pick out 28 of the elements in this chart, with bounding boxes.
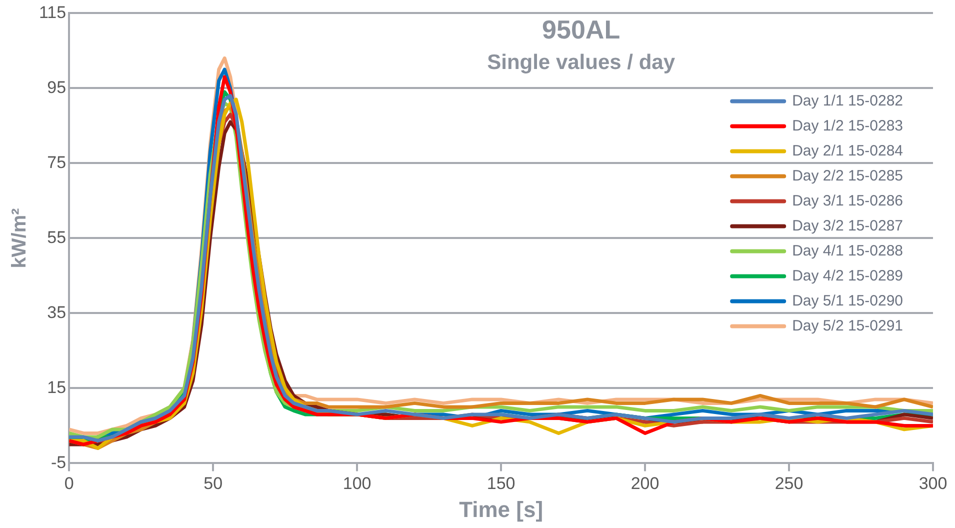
legend-label: Day 3/1 15-0286 xyxy=(792,192,904,210)
y-tick-label: 115 xyxy=(38,2,66,22)
y-tick-label: 55 xyxy=(47,228,66,247)
y-tick-label: 35 xyxy=(47,302,66,322)
legend-label: Day 1/1 15-0282 xyxy=(792,92,904,110)
text: Single values / day xyxy=(487,50,676,74)
legend-label: Day 5/1 15-0290 xyxy=(792,292,904,310)
y-tick-label: 15 xyxy=(47,378,66,397)
x-tick-label: 300 xyxy=(918,474,948,494)
y-tick-label: 75 xyxy=(47,152,66,172)
chart-title: 950AL xyxy=(542,14,620,44)
y-tick-label: 95 xyxy=(47,78,66,97)
legend-label: Day 2/2 15-0285 xyxy=(792,167,904,184)
x-tick-label: 200 xyxy=(630,474,660,494)
x-tick-label: 150 xyxy=(486,474,516,494)
legend-label: Day 1/2 15-0283 xyxy=(792,117,904,134)
legend-label: Day 3/2 15-0287 xyxy=(792,217,904,234)
x-axis-title: Time [s] xyxy=(459,496,544,522)
x-tick-label: 100 xyxy=(342,474,372,494)
legend-label: Day 2/1 15-0284 xyxy=(792,142,904,160)
x-tick-label: 250 xyxy=(774,474,804,494)
legend-label: Day 4/2 15-0289 xyxy=(792,267,904,284)
y-tick-label: -5 xyxy=(50,452,66,472)
legend-label: Day 4/1 15-0288 xyxy=(792,242,904,260)
legend-label: Day 5/2 15-0291 xyxy=(792,317,904,334)
x-tick-label: 50 xyxy=(204,474,223,494)
y-axis-title: kW/m² xyxy=(8,208,31,268)
x-tick-label: 0 xyxy=(64,474,74,494)
